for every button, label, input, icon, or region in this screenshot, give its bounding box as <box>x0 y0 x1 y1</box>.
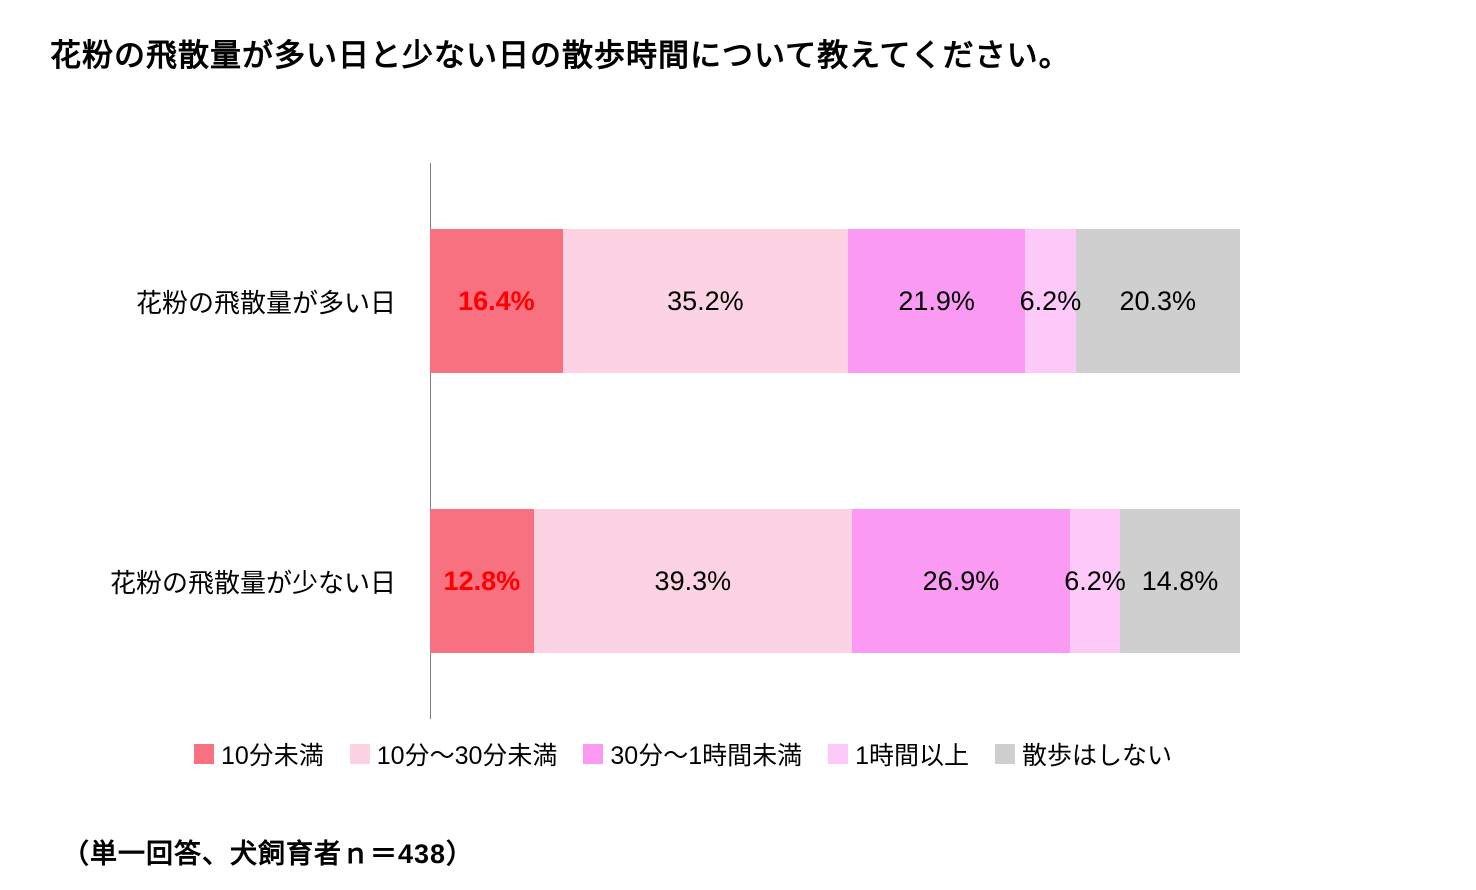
bar-segment: 26.9% <box>852 509 1070 653</box>
value-label: 14.8% <box>1141 565 1219 596</box>
bar-segment: 6.2% <box>1020 229 1081 373</box>
bar-segment: 14.8% <box>1120 509 1240 653</box>
legend-label: 30分～1時間未満 <box>610 742 803 770</box>
legend-label: 散歩はしない <box>1022 742 1173 770</box>
bar-segment: 16.4% <box>430 229 563 373</box>
legend-swatch <box>349 744 370 764</box>
legend-swatch <box>995 744 1016 764</box>
value-label: 39.3% <box>654 565 732 596</box>
legend-item: 30分～1時間未満 <box>583 736 802 772</box>
value-label: 35.2% <box>667 285 744 316</box>
legend-swatch <box>828 744 849 764</box>
legend-item: 1時間以上 <box>828 736 969 772</box>
value-label: 16.4% <box>458 285 535 316</box>
bar-segment: 21.9% <box>847 229 1026 373</box>
legend: 10分未満 10分～30分未満 30分～1時間未満 1時間以上 散歩はしない <box>0 736 1366 772</box>
bar-segment: 20.3% <box>1075 229 1240 373</box>
legend-item: 10分～30分未満 <box>349 736 558 772</box>
bar-segment: 35.2% <box>562 229 848 373</box>
value-label: 6.2% <box>1064 565 1126 596</box>
footnote: （単一回答、犬飼育者ｎ＝438） <box>62 839 475 869</box>
value-label: 6.2% <box>1019 285 1082 316</box>
bar-segment: 39.3% <box>533 509 852 653</box>
legend-swatch <box>193 744 214 764</box>
value-label: 12.8% <box>443 565 521 596</box>
legend-label: 10分～30分未満 <box>376 742 558 770</box>
bar-row: 花粉の飛散量が多い日 16.4% 35.2% 21.9% 6.2% 20.3% <box>0 229 1240 373</box>
legend-item: 10分未満 <box>193 736 324 772</box>
category-label: 花粉の飛散量が多い日 <box>135 287 396 318</box>
chart-title: 花粉の飛散量が多い日と少ない日の散歩時間について教えてください。 <box>50 38 1071 73</box>
y-axis-line <box>430 163 431 719</box>
bar-row: 花粉の飛散量が少ない日 12.8% 39.3% 26.9% 6.2% 14.8% <box>0 509 1240 653</box>
legend-label: 1時間以上 <box>855 742 970 770</box>
value-label: 20.3% <box>1119 285 1197 316</box>
legend-item: 散歩はしない <box>995 736 1172 772</box>
bar-segment: 6.2% <box>1064 509 1126 653</box>
legend-label: 10分未満 <box>220 742 324 770</box>
value-label: 21.9% <box>898 285 975 316</box>
value-label: 26.9% <box>922 565 1000 596</box>
bar-segment: 12.8% <box>430 509 534 653</box>
legend-swatch <box>583 744 604 764</box>
category-label: 花粉の飛散量が少ない日 <box>109 567 396 598</box>
